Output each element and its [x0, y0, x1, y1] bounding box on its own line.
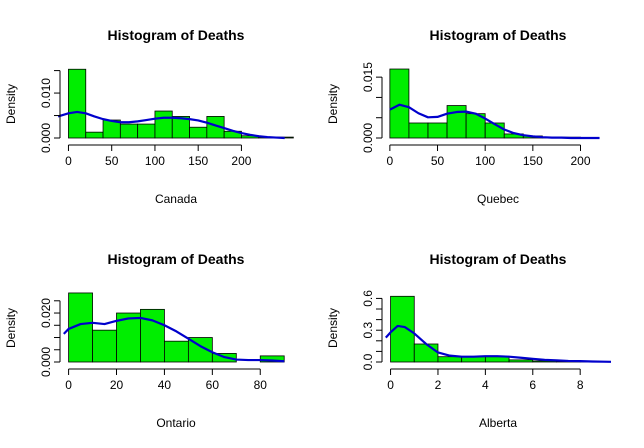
bars — [68, 68, 294, 139]
density-curve — [389, 103, 600, 140]
panel-alberta: Histogram of Deaths Density Alberta 0 2 4 6… — [326, 251, 612, 430]
histogram-bar — [508, 359, 534, 363]
x-axis-label: Ontario — [156, 416, 196, 430]
x-tick-label: 150 — [188, 154, 208, 168]
density-line — [57, 110, 285, 140]
density-curve — [384, 324, 612, 363]
x-tick-label: 80 — [254, 378, 268, 392]
x-tick-label: 0 — [387, 154, 394, 168]
y-tick-label: 0.6 — [361, 290, 375, 307]
x-tick-label: 40 — [158, 378, 172, 392]
histogram-bar — [413, 343, 439, 363]
y-tick-label: 0.000 — [39, 123, 53, 153]
histogram-bar — [154, 110, 173, 139]
x-tick-label: 60 — [206, 378, 220, 392]
x-axis: 0 50 100 150 200 — [65, 144, 252, 168]
y-tick-label: 0.020 — [39, 298, 53, 328]
x-tick-label: 6 — [529, 378, 536, 392]
y-tick-label: 0.010 — [39, 78, 53, 108]
histogram-bar — [408, 122, 429, 139]
panel-ontario: Histogram of Deaths Density Ontario 0 20 4… — [4, 251, 285, 430]
chart-title: Histogram of Deaths — [430, 251, 567, 267]
y-tick-label: 0.000 — [361, 123, 375, 153]
x-tick-label: 200 — [570, 154, 590, 168]
x-tick-label: 0 — [65, 378, 72, 392]
histogram-bar — [389, 68, 410, 139]
histogram-bar — [68, 68, 87, 139]
panel-canada: Histogram of Deaths Density Canada 0 50 10… — [4, 27, 294, 206]
y-tick-label: 0.0 — [361, 353, 375, 370]
density-line — [389, 103, 600, 140]
x-tick-label: 0 — [387, 378, 394, 392]
y-tick-label: 0.015 — [361, 62, 375, 92]
y-axis-label: Density — [326, 84, 340, 124]
x-tick-label: 2 — [435, 378, 442, 392]
x-tick-label: 50 — [105, 154, 119, 168]
x-tick-label: 50 — [431, 154, 445, 168]
panel-quebec: Histogram of Deaths Density Quebec 0 50 10… — [326, 27, 600, 206]
y-axis: 0.000 0.015 — [361, 62, 383, 153]
x-tick-label: 100 — [145, 154, 165, 168]
x-axis-label: Quebec — [477, 192, 519, 206]
histogram-bar — [390, 295, 415, 363]
x-axis-label: Canada — [155, 192, 197, 206]
y-axis-label: Density — [326, 308, 340, 348]
chart-title: Histogram of Deaths — [108, 27, 245, 43]
histogram-bar — [446, 105, 467, 139]
bars — [390, 295, 605, 363]
x-tick-label: 100 — [475, 154, 495, 168]
y-axis: 0.0 0.3 0.6 — [361, 290, 383, 370]
x-tick-label: 8 — [577, 378, 584, 392]
chart-title: Histogram of Deaths — [108, 251, 245, 267]
bars — [68, 292, 285, 363]
density-curve — [63, 316, 285, 363]
y-axis-label: Density — [4, 84, 18, 124]
y-tick-label: 0.3 — [361, 322, 375, 339]
histogram-bar — [137, 123, 156, 139]
x-tick-label: 200 — [231, 154, 251, 168]
density-line — [63, 316, 285, 363]
y-axis: 0.000 0.020 — [39, 298, 61, 377]
bars — [389, 68, 581, 139]
chart-title: Histogram of Deaths — [430, 27, 567, 43]
histogram-bar — [68, 292, 93, 363]
histogram-bar — [85, 131, 104, 139]
x-axis: 0 20 40 60 80 — [65, 368, 268, 392]
y-axis-label: Density — [4, 308, 18, 348]
y-axis: 0.000 0.010 — [39, 70, 61, 153]
histogram-bar — [140, 308, 165, 363]
density-line — [384, 324, 612, 363]
density-curve — [57, 110, 285, 140]
histogram-bar — [164, 340, 189, 363]
histogram-bar — [92, 329, 117, 363]
histogram-bar — [427, 122, 448, 139]
x-axis-label: Alberta — [479, 416, 517, 430]
histogram-bar — [437, 356, 463, 363]
x-axis: 0 50 100 150 200 — [387, 144, 591, 168]
x-tick-label: 20 — [110, 378, 124, 392]
histogram-bar — [189, 126, 208, 139]
x-tick-label: 150 — [523, 154, 543, 168]
x-tick-label: 0 — [65, 154, 72, 168]
x-axis: 0 2 4 6 8 — [387, 368, 584, 392]
y-tick-label: 0.000 — [39, 347, 53, 377]
histogram-bar — [119, 123, 139, 139]
x-tick-label: 4 — [482, 378, 489, 392]
